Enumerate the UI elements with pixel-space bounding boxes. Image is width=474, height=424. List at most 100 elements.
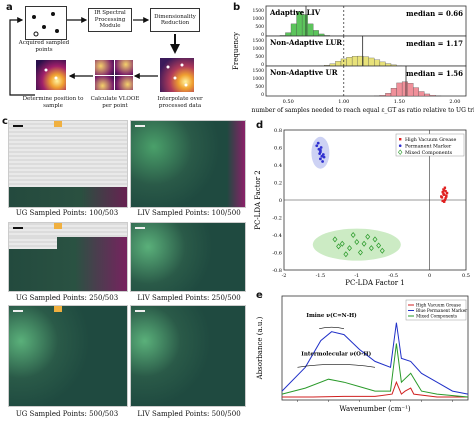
x-tick-label: 2.00	[449, 99, 460, 105]
legend-box	[395, 133, 465, 157]
median-label: median = 1.17	[406, 39, 463, 48]
grease-point	[443, 198, 447, 202]
grease-point	[440, 195, 443, 198]
caption-interpolate: Interpolate over processed data	[157, 96, 203, 109]
marker-point	[319, 157, 322, 161]
legend-label: Mixed Components	[405, 150, 453, 156]
y-tick-label: -0.4	[272, 233, 282, 239]
legend-label: Permanent Marker	[405, 144, 452, 150]
hist-bar	[424, 93, 431, 97]
panel-e-label: e	[256, 290, 263, 301]
y-tick-label: -0.6	[272, 251, 282, 257]
x-tick-label: -2	[282, 273, 287, 279]
legend-marker	[398, 149, 403, 155]
mixed-point	[365, 233, 371, 240]
sample-point	[54, 76, 58, 80]
marker-point	[319, 148, 322, 152]
panel-b-label: b	[233, 2, 241, 13]
sample-point	[42, 25, 46, 29]
y-tick-label: -0.8	[272, 268, 282, 274]
y-tick-label: -0.2	[272, 216, 282, 222]
x-tick-label: 0.50	[283, 99, 294, 105]
hist-bar	[285, 32, 292, 37]
mixed-point	[347, 245, 352, 252]
vlooe-grid	[95, 60, 133, 90]
series-name: Non-Adaptive UR	[270, 68, 338, 77]
y-tick-label: 0	[261, 32, 264, 38]
grease-point	[442, 192, 445, 196]
hist-bar	[313, 30, 319, 37]
mixed-point	[361, 240, 367, 247]
hist-frame	[265, 65, 467, 97]
marker-point	[321, 153, 325, 156]
grease-point	[442, 200, 446, 203]
grease-point	[442, 189, 446, 192]
y-tick-label: 1000	[253, 16, 265, 22]
legend-marker	[398, 144, 402, 147]
y-tick-label: 0.2	[274, 181, 282, 187]
sample-point	[184, 83, 188, 87]
marker-point	[316, 141, 320, 145]
sample-point	[173, 76, 177, 80]
legend-label: High Vacuum Grease	[416, 303, 461, 308]
hist-bar	[379, 61, 386, 67]
sample-point	[51, 12, 55, 16]
series-name: Non-Adaptive LUR	[270, 38, 342, 47]
panel-c-label: c	[2, 116, 8, 127]
y-tick-label: 1500	[253, 38, 265, 44]
y-tick-label: 1000	[253, 76, 265, 82]
mixed-point	[343, 251, 349, 258]
histogram-chart: 1500 1000 500 0 Adaptive LIV median = 0.66 150…	[232, 5, 474, 114]
y-axis-label: PC-LDA Factor 2	[254, 170, 262, 230]
y-tick-label: 500	[255, 54, 264, 60]
grease-point	[445, 191, 449, 195]
legend-label: High Vacuum Grease	[405, 137, 457, 143]
y-axis-label: Absorbance (a.u.)	[256, 316, 264, 380]
x-tick-label: 1.00	[338, 99, 349, 105]
legend-label: Blue Permanent Marker	[416, 308, 467, 313]
x-tick-label: -1.5	[316, 273, 326, 279]
hist-bar	[335, 61, 342, 67]
hist-bar	[290, 23, 297, 37]
marker-point	[321, 160, 324, 163]
y-tick-label: 1500	[253, 68, 265, 74]
x-axis-label: PC-LDA Factor 1	[345, 279, 405, 287]
hist-bar	[351, 56, 358, 67]
mixed-point	[357, 249, 363, 256]
hist-bar	[401, 81, 408, 97]
mixed-point	[376, 242, 382, 249]
mixed-point	[332, 236, 338, 243]
ir-module-box: IR Spectral Processing Module	[88, 8, 132, 32]
y-tick-label: 0.8	[274, 128, 282, 134]
probe-icon	[54, 306, 62, 312]
hist-bar	[429, 95, 436, 97]
y-tick-label: 0.6	[274, 146, 282, 152]
x-tick-label: 0	[428, 273, 431, 279]
hist-bar	[368, 57, 375, 67]
spectra-chart: Imine ν(C=N-H) Intermolecular ν(O-H) Waven…	[256, 295, 469, 413]
y-tick-label: 0	[261, 92, 264, 98]
acquired-points-svg	[32, 12, 59, 37]
mixed-point	[354, 239, 360, 245]
caption-determine: Determine position to sample	[22, 96, 84, 109]
caption-liv-500: LIV Sampled Points: 500/500	[137, 410, 241, 418]
y-tick-label: 0	[261, 62, 264, 68]
interpolate-heatmap	[160, 58, 194, 92]
caption-ug-500: UG Sampled Points: 500/503	[15, 410, 119, 418]
caption-ug-250: UG Sampled Points: 250/503	[15, 294, 119, 302]
series-name: Adaptive LIV	[269, 8, 321, 17]
caption-liv-100: LIV Sampled Points: 100/500	[137, 209, 241, 217]
determine-heatmap-svg	[44, 68, 58, 80]
liv-map-100	[130, 120, 246, 208]
grease-point	[445, 195, 448, 198]
scale-bar	[13, 227, 23, 229]
hist-bar	[379, 95, 386, 97]
magenta-edge	[227, 121, 245, 207]
sample-point	[44, 68, 48, 72]
y-axis-label: Frequency	[232, 32, 240, 70]
determine-heatmap	[36, 60, 66, 90]
hist-bar	[390, 88, 397, 97]
panel-a-label: a	[6, 2, 13, 13]
grease-point	[444, 197, 447, 200]
marker-point	[322, 155, 326, 159]
